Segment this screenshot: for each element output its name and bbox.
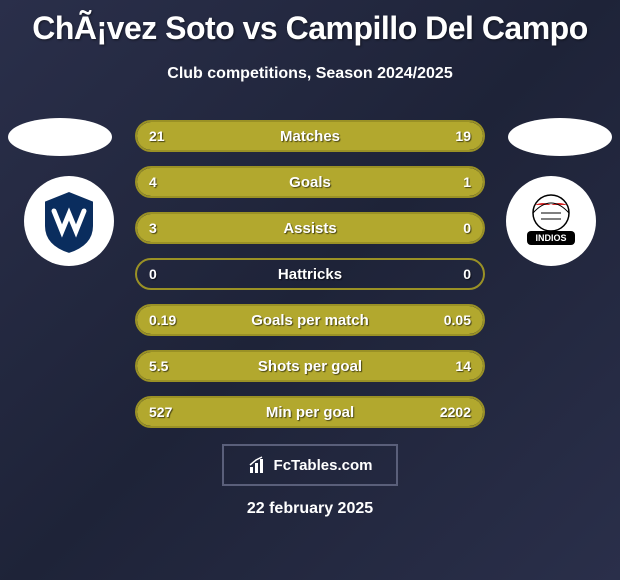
stat-label: Goals: [289, 174, 331, 191]
indios-crest-icon: INDIOS: [513, 183, 589, 259]
stat-value-left: 21: [149, 128, 165, 144]
stat-label: Goals per match: [251, 312, 369, 329]
stat-value-left: 4: [149, 174, 157, 190]
stat-value-left: 3: [149, 220, 157, 236]
stat-row: 5.5 Shots per goal 14: [135, 350, 485, 382]
club-badge-left: [24, 176, 114, 266]
subtitle: Club competitions, Season 2024/2025: [0, 65, 620, 83]
date-label: 22 february 2025: [0, 500, 620, 518]
stat-row: 21 Matches 19: [135, 120, 485, 152]
stat-row: 0 Hattricks 0: [135, 258, 485, 290]
stat-value-right: 14: [455, 358, 471, 374]
player-avatar-left: [8, 118, 112, 156]
club-badge-right: INDIOS: [506, 176, 596, 266]
stat-row: 0.19 Goals per match 0.05: [135, 304, 485, 336]
stat-label: Hattricks: [278, 266, 342, 283]
stat-value-right: 0: [463, 220, 471, 236]
stat-value-left: 0.19: [149, 312, 176, 328]
player-avatar-right: [508, 118, 612, 156]
stat-row: 3 Assists 0: [135, 212, 485, 244]
stat-value-right: 19: [455, 128, 471, 144]
stat-label: Matches: [280, 128, 340, 145]
stat-value-left: 527: [149, 404, 172, 420]
stat-value-left: 0: [149, 266, 157, 282]
stat-value-right: 2202: [440, 404, 471, 420]
stat-label: Assists: [283, 220, 336, 237]
stat-label: Min per goal: [266, 404, 354, 421]
stat-value-right: 0: [463, 266, 471, 282]
fctables-logo: FcTables.com: [222, 444, 398, 486]
stats-bars: 21 Matches 19 4 Goals 1 3 Assists 0 0 Hattricks 0 0.…: [135, 120, 485, 442]
bar-fill-right: [414, 168, 483, 196]
stat-value-right: 1: [463, 174, 471, 190]
bar-fill-left: [137, 168, 414, 196]
stat-row: 4 Goals 1: [135, 166, 485, 198]
logo-text: FcTables.com: [274, 457, 373, 474]
chart-icon: [248, 455, 268, 475]
stat-label: Shots per goal: [258, 358, 362, 375]
stat-value-left: 5.5: [149, 358, 168, 374]
page-title: ChÃ¡vez Soto vs Campillo Del Campo: [0, 0, 620, 47]
stat-row: 527 Min per goal 2202: [135, 396, 485, 428]
monterrey-crest-icon: [34, 186, 104, 256]
stat-value-right: 0.05: [444, 312, 471, 328]
svg-text:INDIOS: INDIOS: [535, 233, 566, 243]
